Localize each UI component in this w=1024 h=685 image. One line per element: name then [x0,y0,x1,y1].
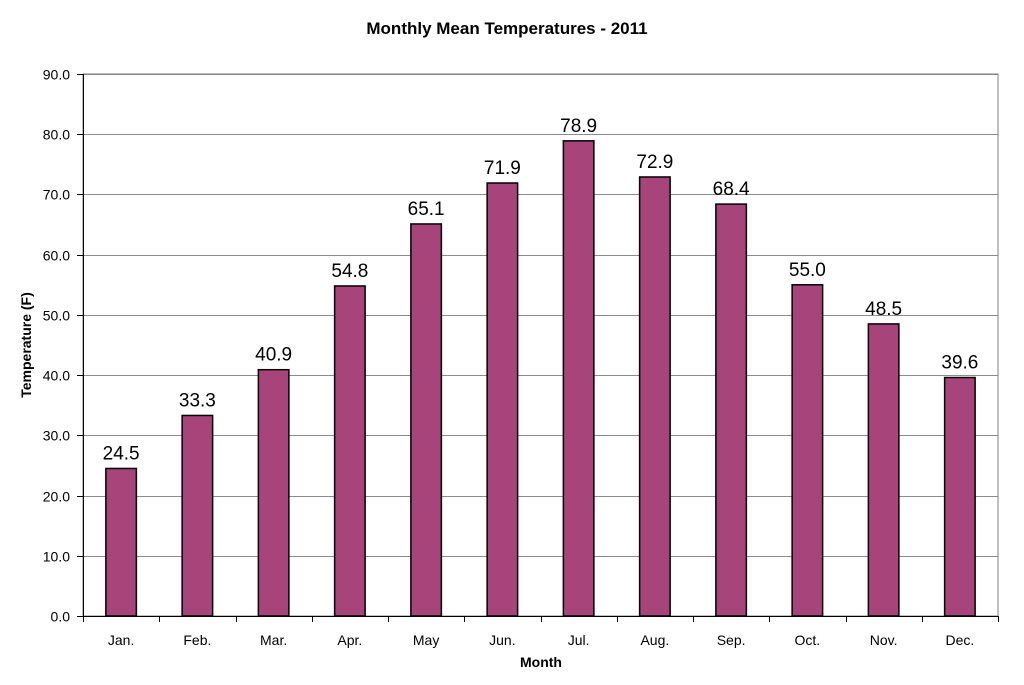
x-tick-label: Sep. [717,632,746,648]
y-tick-label: 70.0 [43,187,70,203]
data-label: 24.5 [103,443,140,464]
bar [181,414,214,617]
bar [943,376,976,617]
x-tick-label: Jun. [489,632,515,648]
y-tick-label: 90.0 [43,67,70,83]
data-label: 65.1 [408,199,445,220]
x-tick-labels: Jan. Feb. Mar. Apr. May Jun. Jul. Aug. Sep. Oct. N… [108,632,974,648]
y-tick-labels: 0.0 10.0 20.0 30.0 40.0 50.0 60.0 70.0 80.0 90.0 [43,67,70,625]
x-tick-label: Oct. [795,632,821,648]
x-tick-label: Jan. [108,632,134,648]
y-axis-title: Temperature (F) [18,292,34,398]
bar [333,285,366,617]
y-tick-label: 0.0 [51,609,71,625]
data-label: 40.9 [255,345,292,366]
x-tick-label: Nov. [870,632,898,648]
data-label: 68.4 [713,179,750,200]
bar [105,467,138,617]
data-label: 71.9 [484,158,521,179]
y-tick-label: 80.0 [43,127,70,143]
gridlines [83,74,998,557]
chart-title: Monthly Mean Temperatures - 2011 [366,19,647,38]
data-label: 39.6 [941,353,978,374]
y-tick-label: 30.0 [43,428,70,444]
data-label: 55.0 [789,260,826,281]
bar [486,182,519,617]
x-tick-label: Feb. [183,632,211,648]
data-label: 72.9 [636,152,673,173]
axes [77,74,999,622]
y-tick-label: 60.0 [43,248,70,264]
data-label: 78.9 [560,116,597,137]
bar [791,284,824,617]
data-labels: 24.5 33.3 40.9 54.8 65.1 71.9 78.9 72.9 68.4 55.0… [103,116,979,465]
bar [562,140,595,617]
x-tick-label: Apr. [337,632,362,648]
data-label: 54.8 [331,261,368,282]
x-tick-label: Jul. [568,632,590,648]
x-tick-label: May [413,632,439,648]
y-tick-label: 10.0 [43,549,70,565]
y-tick-label: 20.0 [43,489,70,505]
bars [105,140,976,617]
bar [257,368,290,617]
x-tick-label: Dec. [945,632,974,648]
plot-area-border [82,73,999,617]
x-tick-label: Mar. [260,632,287,648]
bar [715,203,748,617]
bar [410,223,443,617]
x-tick-label: Aug. [640,632,669,648]
y-tick-label: 40.0 [43,368,70,384]
bar [867,323,900,617]
data-label: 48.5 [865,299,902,320]
x-axis-title: Month [520,654,562,670]
data-label: 33.3 [179,390,216,411]
y-tick-label: 50.0 [43,308,70,324]
bar [638,176,671,617]
